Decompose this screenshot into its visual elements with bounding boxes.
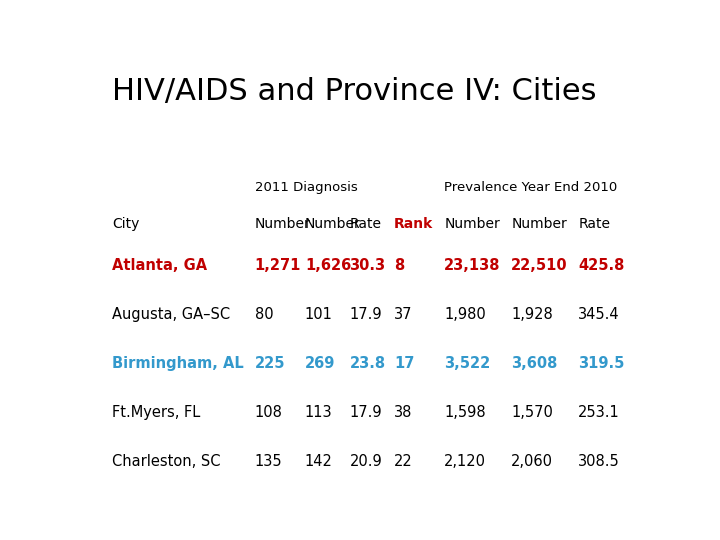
Text: 8: 8 [394, 258, 405, 273]
Text: 225: 225 [255, 356, 285, 372]
Text: 308.5: 308.5 [578, 454, 620, 469]
Text: Atlanta, GA: Atlanta, GA [112, 258, 207, 273]
Text: 1,271: 1,271 [255, 258, 301, 273]
Text: 269: 269 [305, 356, 336, 372]
Text: 142: 142 [305, 454, 333, 469]
Text: 2,120: 2,120 [444, 454, 486, 469]
Text: 38: 38 [394, 406, 413, 420]
Text: City: City [112, 217, 140, 231]
Text: Number: Number [255, 217, 310, 231]
Text: 20.9: 20.9 [349, 454, 382, 469]
Text: 3,608: 3,608 [511, 356, 558, 372]
Text: 1,598: 1,598 [444, 406, 486, 420]
Text: Prevalence Year End 2010: Prevalence Year End 2010 [444, 181, 618, 194]
Text: Number: Number [305, 217, 361, 231]
Text: 17: 17 [394, 356, 415, 372]
Text: 253.1: 253.1 [578, 406, 620, 420]
Text: 1,626: 1,626 [305, 258, 351, 273]
Text: 23.8: 23.8 [349, 356, 386, 372]
Text: Rate: Rate [578, 217, 611, 231]
Text: 1,980: 1,980 [444, 307, 486, 322]
Text: 1,928: 1,928 [511, 307, 553, 322]
Text: 22,510: 22,510 [511, 258, 568, 273]
Text: 1,570: 1,570 [511, 406, 553, 420]
Text: 2011 Diagnosis: 2011 Diagnosis [255, 181, 357, 194]
Text: HIV/AIDS and Province IV: Cities: HIV/AIDS and Province IV: Cities [112, 77, 597, 106]
Text: Number: Number [511, 217, 567, 231]
Text: Ft.Myers, FL: Ft.Myers, FL [112, 406, 201, 420]
Text: 101: 101 [305, 307, 333, 322]
Text: 17.9: 17.9 [349, 406, 382, 420]
Text: 319.5: 319.5 [578, 356, 625, 372]
Text: Birmingham, AL: Birmingham, AL [112, 356, 244, 372]
Text: 23,138: 23,138 [444, 258, 501, 273]
Text: 17.9: 17.9 [349, 307, 382, 322]
Text: Rate: Rate [349, 217, 382, 231]
Text: 80: 80 [255, 307, 273, 322]
Text: Augusta, GA–SC: Augusta, GA–SC [112, 307, 230, 322]
Text: 113: 113 [305, 406, 333, 420]
Text: 3,522: 3,522 [444, 356, 490, 372]
Text: 37: 37 [394, 307, 413, 322]
Text: 22: 22 [394, 454, 413, 469]
Text: 425.8: 425.8 [578, 258, 625, 273]
Text: Rank: Rank [394, 217, 433, 231]
Text: 345.4: 345.4 [578, 307, 620, 322]
Text: Number: Number [444, 217, 500, 231]
Text: Charleston, SC: Charleston, SC [112, 454, 221, 469]
Text: 2,060: 2,060 [511, 454, 553, 469]
Text: 108: 108 [255, 406, 282, 420]
Text: 135: 135 [255, 454, 282, 469]
Text: 30.3: 30.3 [349, 258, 386, 273]
